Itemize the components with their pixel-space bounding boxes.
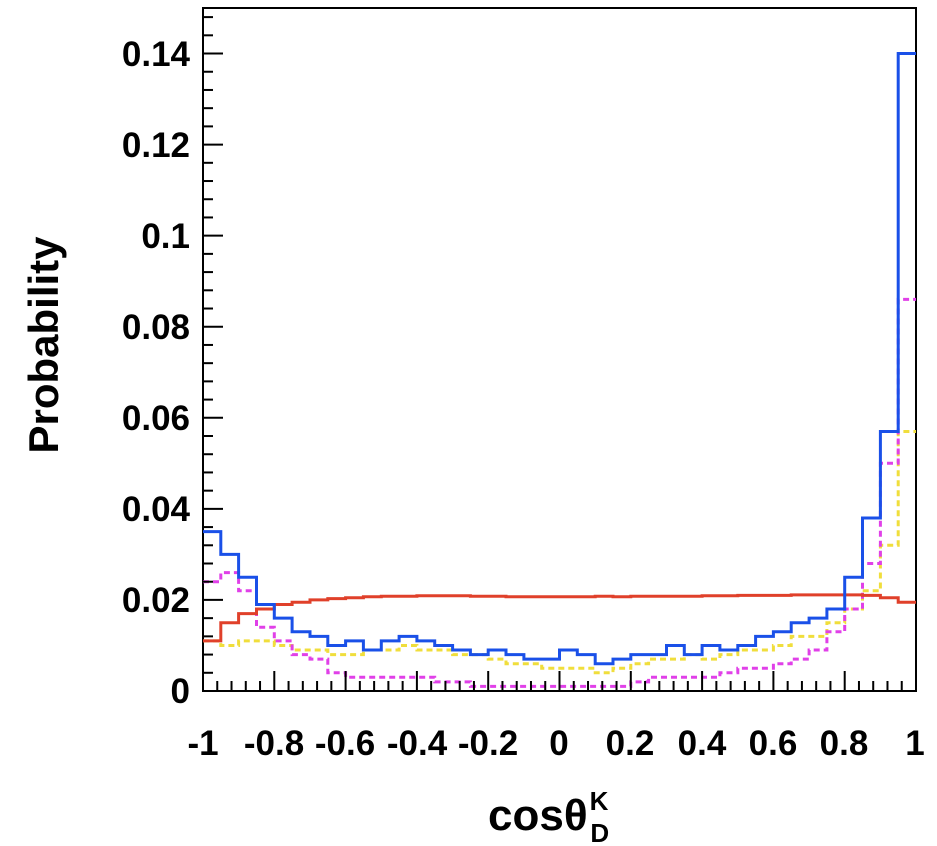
y-tick-label: 0.08 <box>122 308 190 347</box>
x-axis-label-main: cosθ <box>488 791 588 840</box>
y-tick-label: 0 <box>171 672 190 711</box>
y-tick-label: 0.12 <box>122 126 190 165</box>
x-axis-label: cosθK D <box>488 786 609 846</box>
series-line <box>203 297 916 688</box>
y-axis-label: Probability <box>20 236 67 454</box>
x-tick-label: -0.4 <box>387 724 448 763</box>
x-tick-label: 1 <box>905 724 924 763</box>
y-tick-label: 0.1 <box>141 217 190 256</box>
x-tick-label: -0.8 <box>244 724 304 763</box>
y-tick-label: 0.02 <box>122 581 190 620</box>
series-line <box>203 593 916 643</box>
y-axis-ticks <box>203 16 223 692</box>
x-tick-label: -1 <box>187 724 218 763</box>
x-axis-ticks <box>202 671 917 691</box>
x-axis-label-sup: K <box>590 786 609 816</box>
series-line <box>203 52 916 666</box>
x-axis-label-sub: D <box>590 818 609 846</box>
x-tick-label: 0 <box>549 724 568 763</box>
x-tick-label: 0.4 <box>678 724 727 763</box>
y-tick-label: 0.04 <box>122 490 191 529</box>
x-tick-label: 0.2 <box>606 724 655 763</box>
x-tick-label: 0.8 <box>820 724 869 763</box>
x-tick-label: -0.2 <box>458 724 518 763</box>
plot-frame <box>202 7 917 692</box>
series-layer <box>203 52 916 688</box>
x-tick-label: -0.6 <box>315 724 375 763</box>
series-line <box>203 430 916 675</box>
y-tick-label: 0.06 <box>122 399 190 438</box>
y-tick-label: 0.14 <box>122 35 191 74</box>
x-tick-label: 0.6 <box>749 724 798 763</box>
